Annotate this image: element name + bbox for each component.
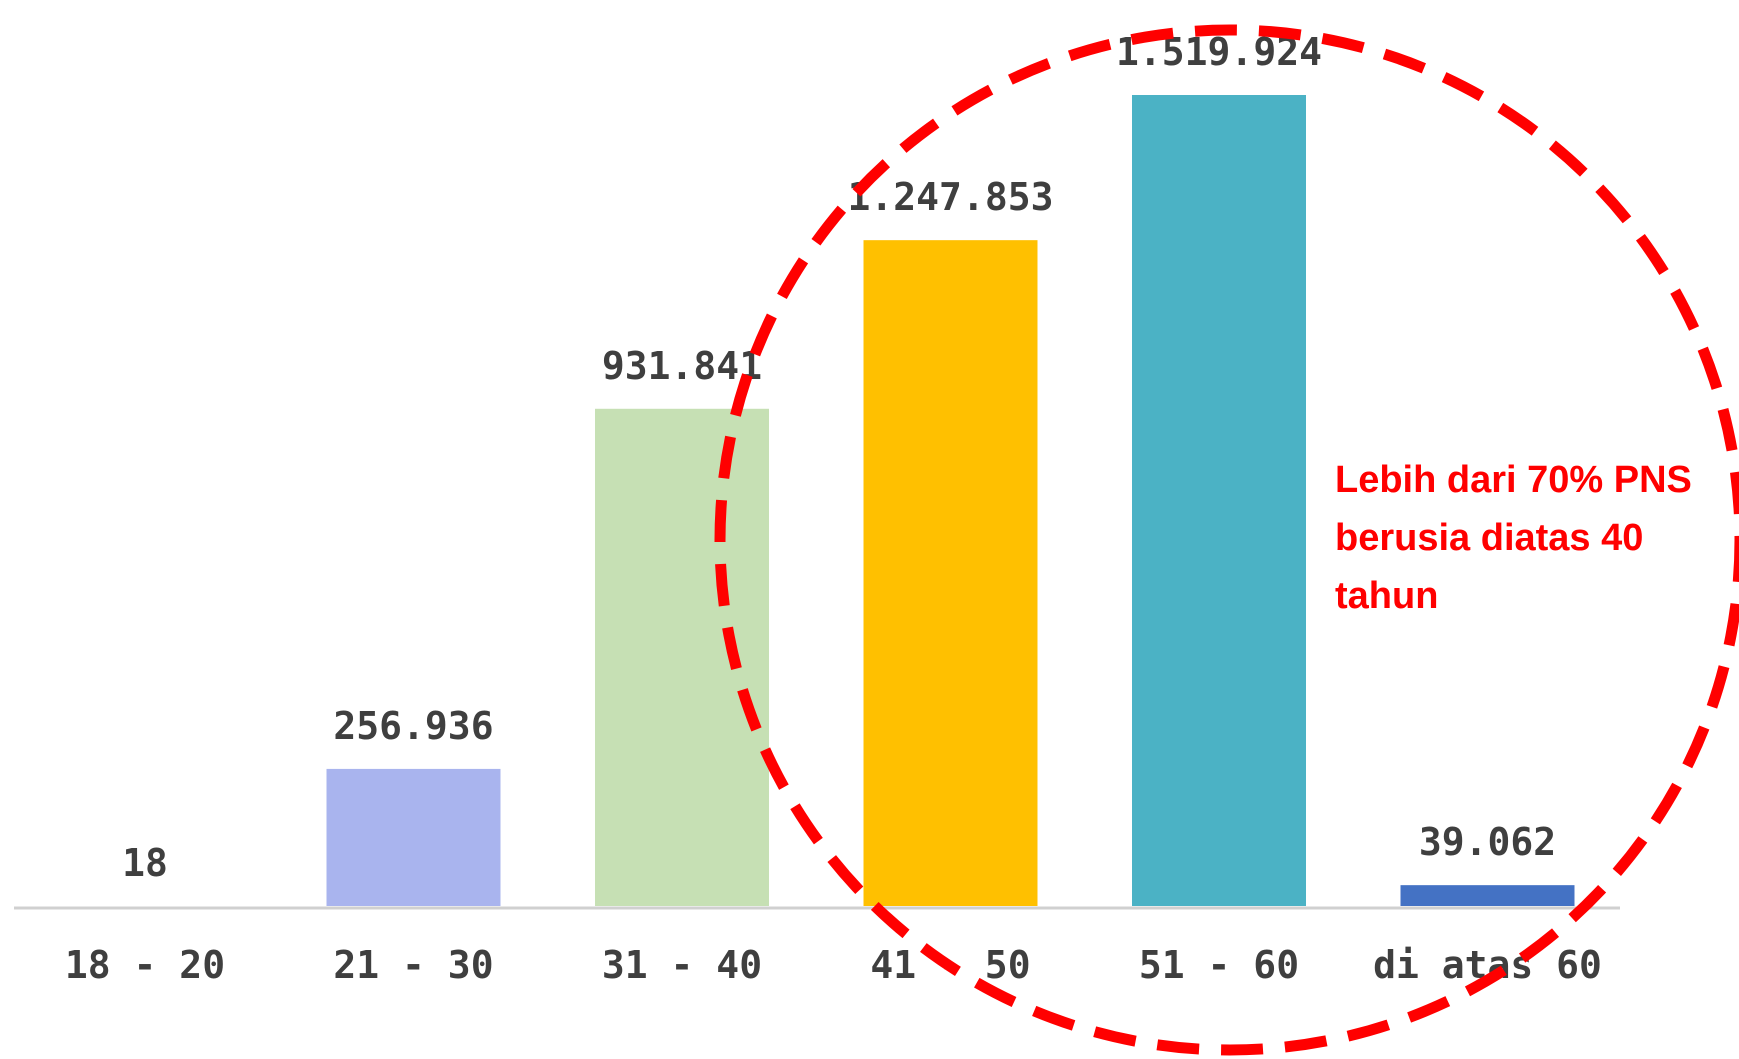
data-label-2: 931.841	[602, 344, 762, 388]
data-label-0: 18	[122, 841, 168, 885]
annotation-line-1: Lebih dari 70% PNS	[1335, 459, 1692, 501]
bar-5	[1400, 885, 1575, 906]
bar-1	[326, 768, 501, 906]
data-label-1: 256.936	[333, 704, 493, 748]
x-tick-label-2: 31 - 40	[602, 943, 762, 987]
data-label-5: 39.062	[1419, 820, 1556, 864]
annotation-text: Lebih dari 70% PNS berusia diatas 40 tah…	[1335, 459, 1702, 617]
bar-2	[595, 408, 769, 906]
x-tick-labels-group: 18 - 20 21 - 30 31 - 40 41 - 50 51 - 60 di at…	[65, 943, 1602, 987]
bar-4	[1132, 95, 1306, 906]
bars-group	[326, 95, 1575, 907]
data-label-3: 1.247.853	[848, 175, 1054, 219]
x-tick-label-4: 51 - 60	[1139, 943, 1299, 987]
bar-3	[863, 240, 1038, 907]
highlight-dashed-circle	[714, 24, 1739, 1056]
x-tick-label-0: 18 - 20	[65, 943, 225, 987]
annotation-line-3: tahun	[1335, 575, 1438, 617]
x-tick-label-1: 21 - 30	[333, 943, 493, 987]
annotation-line-2: berusia diatas 40	[1335, 517, 1643, 559]
